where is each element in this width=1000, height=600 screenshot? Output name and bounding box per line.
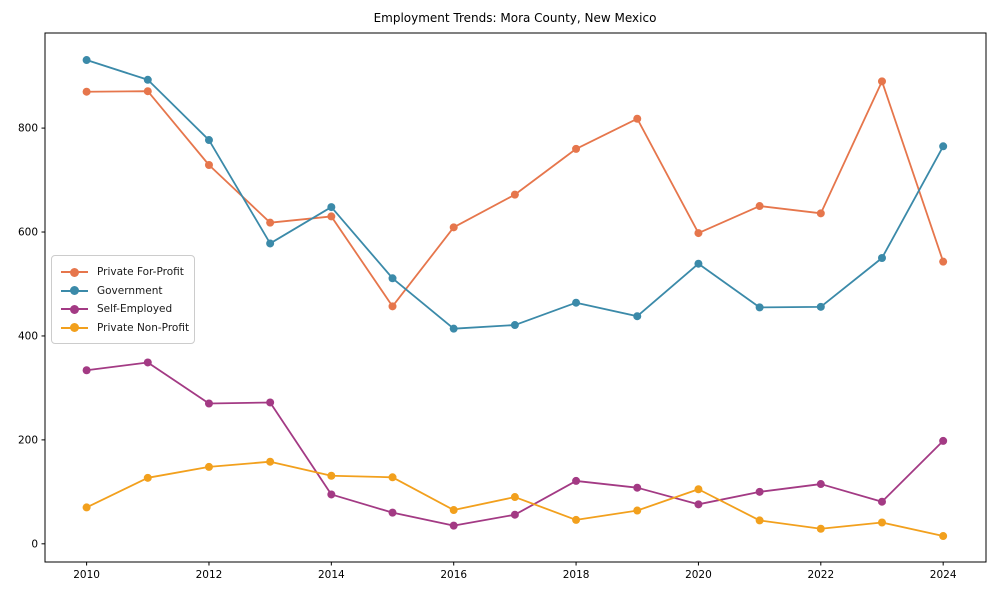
series-private-non-profit-marker bbox=[510, 493, 519, 502]
series-government-marker bbox=[633, 312, 642, 321]
legend-line-marker-swatch bbox=[61, 286, 88, 296]
series-government-marker bbox=[572, 298, 581, 307]
series-private-for-profit-marker bbox=[755, 202, 764, 211]
legend-item-government: Government bbox=[61, 282, 185, 300]
legend-line-marker-swatch bbox=[61, 267, 88, 277]
legend-line-marker-swatch bbox=[61, 304, 88, 314]
series-government-marker bbox=[388, 274, 397, 283]
x-tick-label: 2014 bbox=[318, 569, 345, 581]
series-private-for-profit-marker bbox=[633, 114, 642, 123]
legend-item-label: Private For-Profit bbox=[97, 266, 184, 278]
x-tick-label: 2010 bbox=[73, 569, 100, 581]
series-private-for-profit-marker bbox=[388, 302, 397, 311]
y-tick-label: 800 bbox=[18, 123, 38, 135]
series-self-employed-marker bbox=[633, 483, 642, 492]
legend: Private For-Profit Government Self-Employe… bbox=[51, 255, 195, 344]
series-self-employed-marker bbox=[939, 436, 948, 445]
series-private-non-profit-marker bbox=[266, 457, 275, 466]
series-self-employed-marker bbox=[388, 508, 397, 517]
legend-item-private-non-profit: Private Non-Profit bbox=[61, 319, 189, 337]
series-government-marker bbox=[510, 321, 519, 330]
y-tick-label: 200 bbox=[18, 434, 38, 446]
series-private-non-profit-marker bbox=[143, 473, 152, 482]
x-tick-label: 2018 bbox=[563, 569, 590, 581]
series-government-marker bbox=[327, 203, 336, 212]
series-government-marker bbox=[939, 142, 948, 151]
series-private-non-profit-marker bbox=[82, 503, 91, 512]
series-self-employed-line bbox=[85, 361, 945, 527]
series-self-employed-marker bbox=[816, 480, 825, 489]
series-private-for-profit-marker bbox=[939, 257, 948, 266]
series-self-employed-marker bbox=[755, 487, 764, 496]
y-tick-label: 400 bbox=[18, 330, 38, 342]
x-tick-label: 2020 bbox=[685, 569, 712, 581]
series-private-non-profit-marker bbox=[939, 532, 948, 541]
series-private-for-profit-marker bbox=[204, 160, 213, 169]
legend-line-marker-swatch bbox=[61, 323, 88, 333]
series-private-for-profit-marker bbox=[572, 144, 581, 153]
series-private-non-profit-marker bbox=[449, 506, 458, 515]
legend-item-label: Self-Employed bbox=[97, 303, 173, 316]
series-private-for-profit-marker bbox=[143, 87, 152, 96]
series-private-for-profit-marker bbox=[82, 87, 91, 96]
chart-title: Employment Trends: Mora County, New Mexi… bbox=[373, 11, 657, 25]
legend-item-private-for-profit: Private For-Profit bbox=[61, 263, 185, 281]
series-government-marker bbox=[266, 239, 275, 248]
series-government-marker bbox=[82, 56, 91, 65]
series-government-marker bbox=[816, 302, 825, 311]
series-self-employed-marker bbox=[572, 476, 581, 485]
x-tick-label: 2022 bbox=[807, 569, 834, 581]
series-government-marker bbox=[449, 324, 458, 333]
series-private-non-profit-marker bbox=[327, 471, 336, 480]
legend-item-label: Government bbox=[97, 284, 163, 297]
series-government-marker bbox=[755, 303, 764, 312]
series-private-for-profit-marker bbox=[877, 77, 886, 86]
series-self-employed-marker bbox=[143, 358, 152, 367]
series-self-employed-marker bbox=[82, 366, 91, 375]
x-tick-label: 2012 bbox=[196, 569, 223, 581]
series-self-employed-marker bbox=[449, 521, 458, 530]
series-private-non-profit-marker bbox=[572, 515, 581, 524]
series-government-marker bbox=[204, 136, 213, 145]
series-private-non-profit-marker bbox=[204, 462, 213, 471]
series-private-non-profit-marker bbox=[633, 506, 642, 515]
series-self-employed-marker bbox=[694, 500, 703, 509]
y-tick-label: 0 bbox=[31, 538, 38, 550]
series-government-marker bbox=[877, 254, 886, 263]
series-self-employed-marker bbox=[510, 510, 519, 519]
series-government-marker bbox=[143, 75, 152, 84]
series-private-for-profit-marker bbox=[694, 229, 703, 238]
series-private-for-profit-marker bbox=[816, 209, 825, 218]
x-tick-label: 2024 bbox=[930, 569, 957, 581]
legend-item-label: Private Non-Profit bbox=[97, 321, 190, 334]
series-private-for-profit-marker bbox=[327, 212, 336, 221]
y-tick-label: 600 bbox=[18, 227, 38, 239]
series-private-non-profit-marker bbox=[755, 516, 764, 525]
series-private-non-profit-marker bbox=[877, 518, 886, 527]
series-private-for-profit-marker bbox=[449, 223, 458, 232]
series-self-employed-marker bbox=[204, 399, 213, 408]
legend-item-self-employed: Self-Employed bbox=[61, 300, 185, 318]
plot-border bbox=[44, 32, 987, 563]
series-self-employed-marker bbox=[266, 398, 275, 407]
series-private-non-profit-marker bbox=[388, 473, 397, 482]
series-self-employed-marker bbox=[877, 497, 886, 506]
series-private-for-profit-marker bbox=[266, 218, 275, 227]
series-self-employed-marker bbox=[327, 490, 336, 499]
series-private-non-profit-marker bbox=[816, 524, 825, 533]
series-private-for-profit-marker bbox=[510, 190, 519, 199]
series-government-marker bbox=[694, 259, 703, 268]
x-tick-label: 2016 bbox=[440, 569, 467, 581]
series-private-non-profit-marker bbox=[694, 485, 703, 494]
